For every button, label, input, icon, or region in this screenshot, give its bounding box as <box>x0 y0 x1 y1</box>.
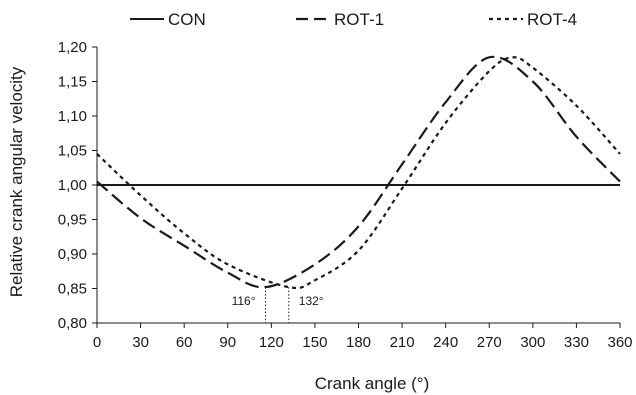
series-line-rot-4 <box>96 56 621 290</box>
x-tick-label: 30 <box>132 334 149 351</box>
y-tick-label: 1,20 <box>58 39 87 56</box>
y-tick-label: 1,10 <box>58 108 87 125</box>
x-tick-label: 60 <box>176 334 193 351</box>
x-tick-label: 330 <box>564 334 589 351</box>
y-axis-title: Relative crank angular velocity <box>7 66 26 297</box>
annotation-label: 132° <box>299 294 324 308</box>
y-tick-label: 1,00 <box>58 177 87 194</box>
x-tick-label: 270 <box>477 334 502 351</box>
y-tick-label: 1,15 <box>58 74 87 91</box>
legend: CON ROT-1 ROT-4 <box>130 10 577 29</box>
axes: 0 30 60 90 120 150 180 210 240 270 300 330 360 0,80 0,… <box>58 39 633 351</box>
x-tick-label: 0 <box>93 334 101 351</box>
legend-label-rot-1: ROT-1 <box>334 10 384 29</box>
x-tick-label: 120 <box>259 334 284 351</box>
x-tick-label: 240 <box>433 334 458 351</box>
x-tick-label: 150 <box>302 334 327 351</box>
y-tick-label: 0,85 <box>58 281 87 298</box>
x-axis-title: Crank angle (°) <box>315 374 430 393</box>
x-tick-label: 360 <box>607 334 632 351</box>
y-tick-label: 0,80 <box>58 315 87 332</box>
y-tick-label: 1,05 <box>58 143 87 160</box>
x-tick-label: 210 <box>390 334 415 351</box>
y-tick-label: 0,95 <box>58 212 87 229</box>
annotation-label: 116° <box>232 294 256 308</box>
x-tick-label: 180 <box>346 334 371 351</box>
y-tick-label: 0,90 <box>58 246 87 263</box>
legend-label-rot-4: ROT-4 <box>527 10 577 29</box>
series-line-rot-1 <box>96 55 621 289</box>
x-tick-label: 300 <box>520 334 545 351</box>
legend-label-con: CON <box>168 10 206 29</box>
plot-area: 116° 132° <box>96 55 621 323</box>
x-tick-label: 90 <box>219 334 236 351</box>
